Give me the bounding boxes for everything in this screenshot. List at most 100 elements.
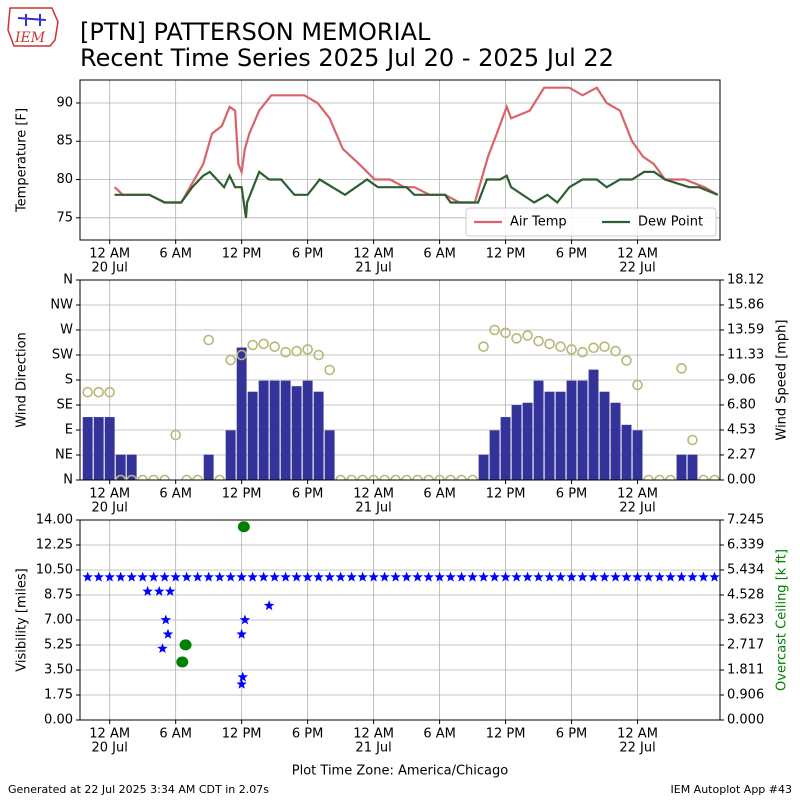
bar [500, 417, 511, 480]
y2-tick-label: 2.27 [727, 447, 756, 462]
point [698, 571, 709, 582]
y-tick-label: W [60, 323, 73, 338]
point [313, 349, 324, 361]
point [456, 571, 467, 582]
point [214, 571, 225, 582]
y2-tick-label: 5.434 [727, 562, 764, 577]
point [269, 341, 280, 352]
point [379, 474, 390, 480]
y-tick-label: NW [50, 298, 73, 313]
point [621, 571, 632, 582]
point [412, 474, 423, 480]
x-tick-label: 6 AM [159, 727, 192, 742]
bar [544, 391, 555, 480]
x-tick-date: 21 Jul [355, 261, 391, 276]
bar [676, 454, 687, 480]
y-tick-label: 75 [56, 210, 73, 225]
point [302, 571, 313, 582]
bar [302, 380, 313, 480]
y2-tick-label: 11.33 [727, 347, 764, 362]
bar [291, 386, 302, 480]
point [445, 571, 456, 582]
bar [577, 380, 588, 480]
x-tick-date: 22 Jul [619, 741, 655, 756]
x-tick-label: 6 AM [423, 727, 456, 742]
point [588, 571, 599, 582]
x-tick-label: 6 AM [159, 247, 192, 262]
y-axis-label: Visibility [miles] [15, 568, 30, 671]
y-tick-label: 90 [56, 95, 73, 110]
x-tick-label: 12 AM [89, 247, 130, 262]
point [247, 571, 258, 582]
x-tick-date: 22 Jul [619, 501, 655, 516]
x-tick-label: 12 AM [353, 247, 394, 262]
point [170, 429, 181, 441]
y2-tick-label: 15.86 [727, 297, 764, 312]
point [599, 341, 610, 352]
point [687, 571, 698, 582]
point [313, 571, 324, 582]
point [335, 474, 346, 480]
point [489, 571, 500, 582]
point [478, 571, 489, 582]
y-tick-label: 80 [56, 172, 73, 187]
point [137, 571, 148, 582]
y-tick-label: E [65, 423, 73, 438]
point [478, 341, 489, 352]
x-tick-label: 6 AM [423, 487, 456, 502]
point [280, 571, 291, 582]
bar [533, 380, 544, 480]
point [401, 474, 412, 480]
point [160, 614, 171, 625]
x-tick-label: 12 PM [222, 727, 262, 742]
y-axis-label: Wind Direction [15, 332, 30, 428]
point [500, 327, 511, 339]
bar [258, 380, 269, 480]
bar [489, 430, 500, 480]
point [511, 571, 522, 582]
y2-tick-label: 2.717 [727, 637, 764, 652]
logo: IEM [7, 7, 59, 47]
legend-label: Air Temp [510, 215, 567, 230]
point [500, 571, 511, 582]
bar [511, 404, 522, 480]
point [237, 671, 248, 682]
x-tick-date: 20 Jul [92, 741, 128, 756]
point [93, 571, 104, 582]
point [522, 571, 533, 582]
y2-tick-label: 4.528 [727, 588, 764, 603]
bar [236, 347, 247, 480]
point [632, 571, 643, 582]
point [522, 330, 533, 341]
x-tick-label: 12 PM [222, 487, 262, 502]
point [164, 585, 176, 596]
point [126, 474, 137, 480]
point [368, 474, 379, 480]
x-tick-label: 12 PM [486, 487, 526, 502]
point [225, 354, 236, 366]
x-tick-label: 6 PM [556, 247, 587, 262]
y-tick-label: 0.00 [44, 713, 73, 728]
x-tick-label: 12 PM [486, 727, 526, 742]
point [269, 571, 280, 582]
x-tick-label: 6 PM [292, 247, 323, 262]
point [654, 571, 665, 582]
point [467, 474, 478, 480]
point [115, 474, 126, 480]
x-tick-label: 12 AM [617, 247, 658, 262]
point [126, 571, 137, 582]
point [368, 571, 379, 582]
point [137, 474, 148, 480]
point [357, 474, 368, 480]
bar [687, 454, 698, 480]
bar [566, 380, 577, 480]
point [236, 571, 247, 582]
y2-tick-label: 18.12 [727, 273, 764, 288]
y2-tick-label: 0.000 [727, 713, 764, 728]
y-tick-label: 7.00 [44, 613, 73, 628]
point [192, 474, 203, 480]
y-tick-label: N [63, 273, 73, 288]
x-tick-label: 6 PM [556, 487, 587, 502]
